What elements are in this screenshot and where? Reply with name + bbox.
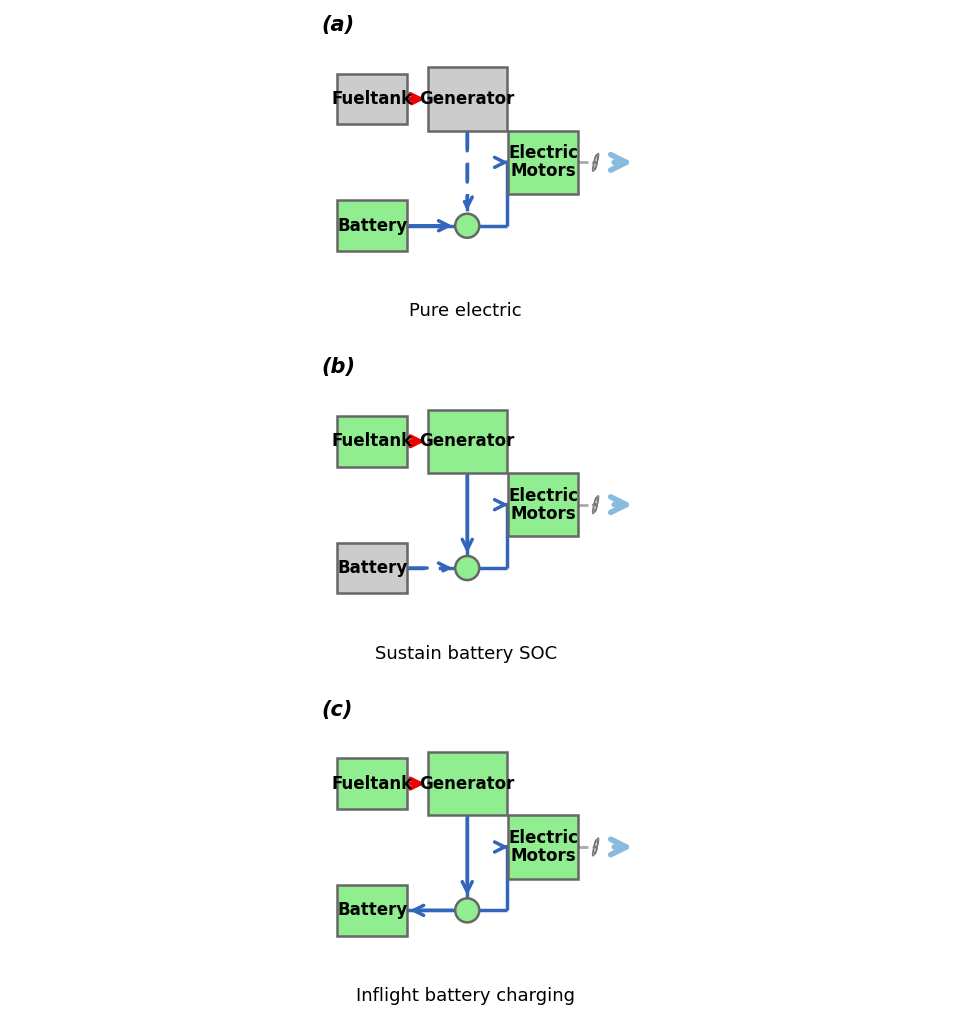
Text: Generator: Generator	[420, 90, 515, 108]
Text: Battery: Battery	[337, 559, 407, 577]
FancyBboxPatch shape	[337, 416, 407, 467]
Text: (b): (b)	[322, 358, 355, 377]
Text: Fueltank: Fueltank	[331, 775, 413, 793]
FancyBboxPatch shape	[337, 758, 407, 809]
Polygon shape	[594, 496, 599, 505]
Polygon shape	[594, 153, 599, 162]
Circle shape	[455, 214, 480, 238]
FancyBboxPatch shape	[508, 131, 578, 194]
Text: Electric: Electric	[508, 829, 579, 847]
Text: Motors: Motors	[510, 505, 576, 522]
Polygon shape	[595, 504, 597, 505]
Polygon shape	[595, 161, 597, 164]
FancyBboxPatch shape	[508, 473, 578, 537]
Text: Inflight battery charging: Inflight battery charging	[356, 987, 575, 1005]
Circle shape	[455, 898, 480, 923]
FancyBboxPatch shape	[337, 543, 407, 594]
Polygon shape	[592, 847, 597, 856]
FancyBboxPatch shape	[337, 74, 407, 125]
Text: Fueltank: Fueltank	[331, 90, 413, 108]
Text: (a): (a)	[322, 15, 354, 35]
Polygon shape	[592, 162, 597, 172]
Text: Generator: Generator	[420, 775, 515, 793]
Text: Fueltank: Fueltank	[331, 432, 413, 451]
Circle shape	[455, 556, 480, 580]
Polygon shape	[595, 846, 597, 847]
Text: (c): (c)	[322, 700, 352, 719]
Text: Pure electric: Pure electric	[409, 303, 522, 320]
Text: Generator: Generator	[420, 432, 515, 451]
FancyBboxPatch shape	[337, 885, 407, 936]
FancyBboxPatch shape	[428, 752, 507, 816]
FancyBboxPatch shape	[508, 816, 578, 879]
Circle shape	[595, 161, 596, 164]
Text: Battery: Battery	[337, 901, 407, 920]
FancyBboxPatch shape	[428, 410, 507, 473]
Text: Sustain battery SOC: Sustain battery SOC	[375, 645, 557, 662]
Polygon shape	[594, 838, 599, 847]
Circle shape	[595, 504, 596, 506]
Text: Battery: Battery	[337, 217, 407, 235]
Polygon shape	[592, 505, 597, 514]
Circle shape	[595, 846, 596, 848]
Text: Motors: Motors	[510, 162, 576, 180]
Text: Electric: Electric	[508, 144, 579, 162]
FancyBboxPatch shape	[337, 200, 407, 251]
Text: Electric: Electric	[508, 486, 579, 505]
Text: Motors: Motors	[510, 847, 576, 865]
FancyBboxPatch shape	[428, 67, 507, 131]
